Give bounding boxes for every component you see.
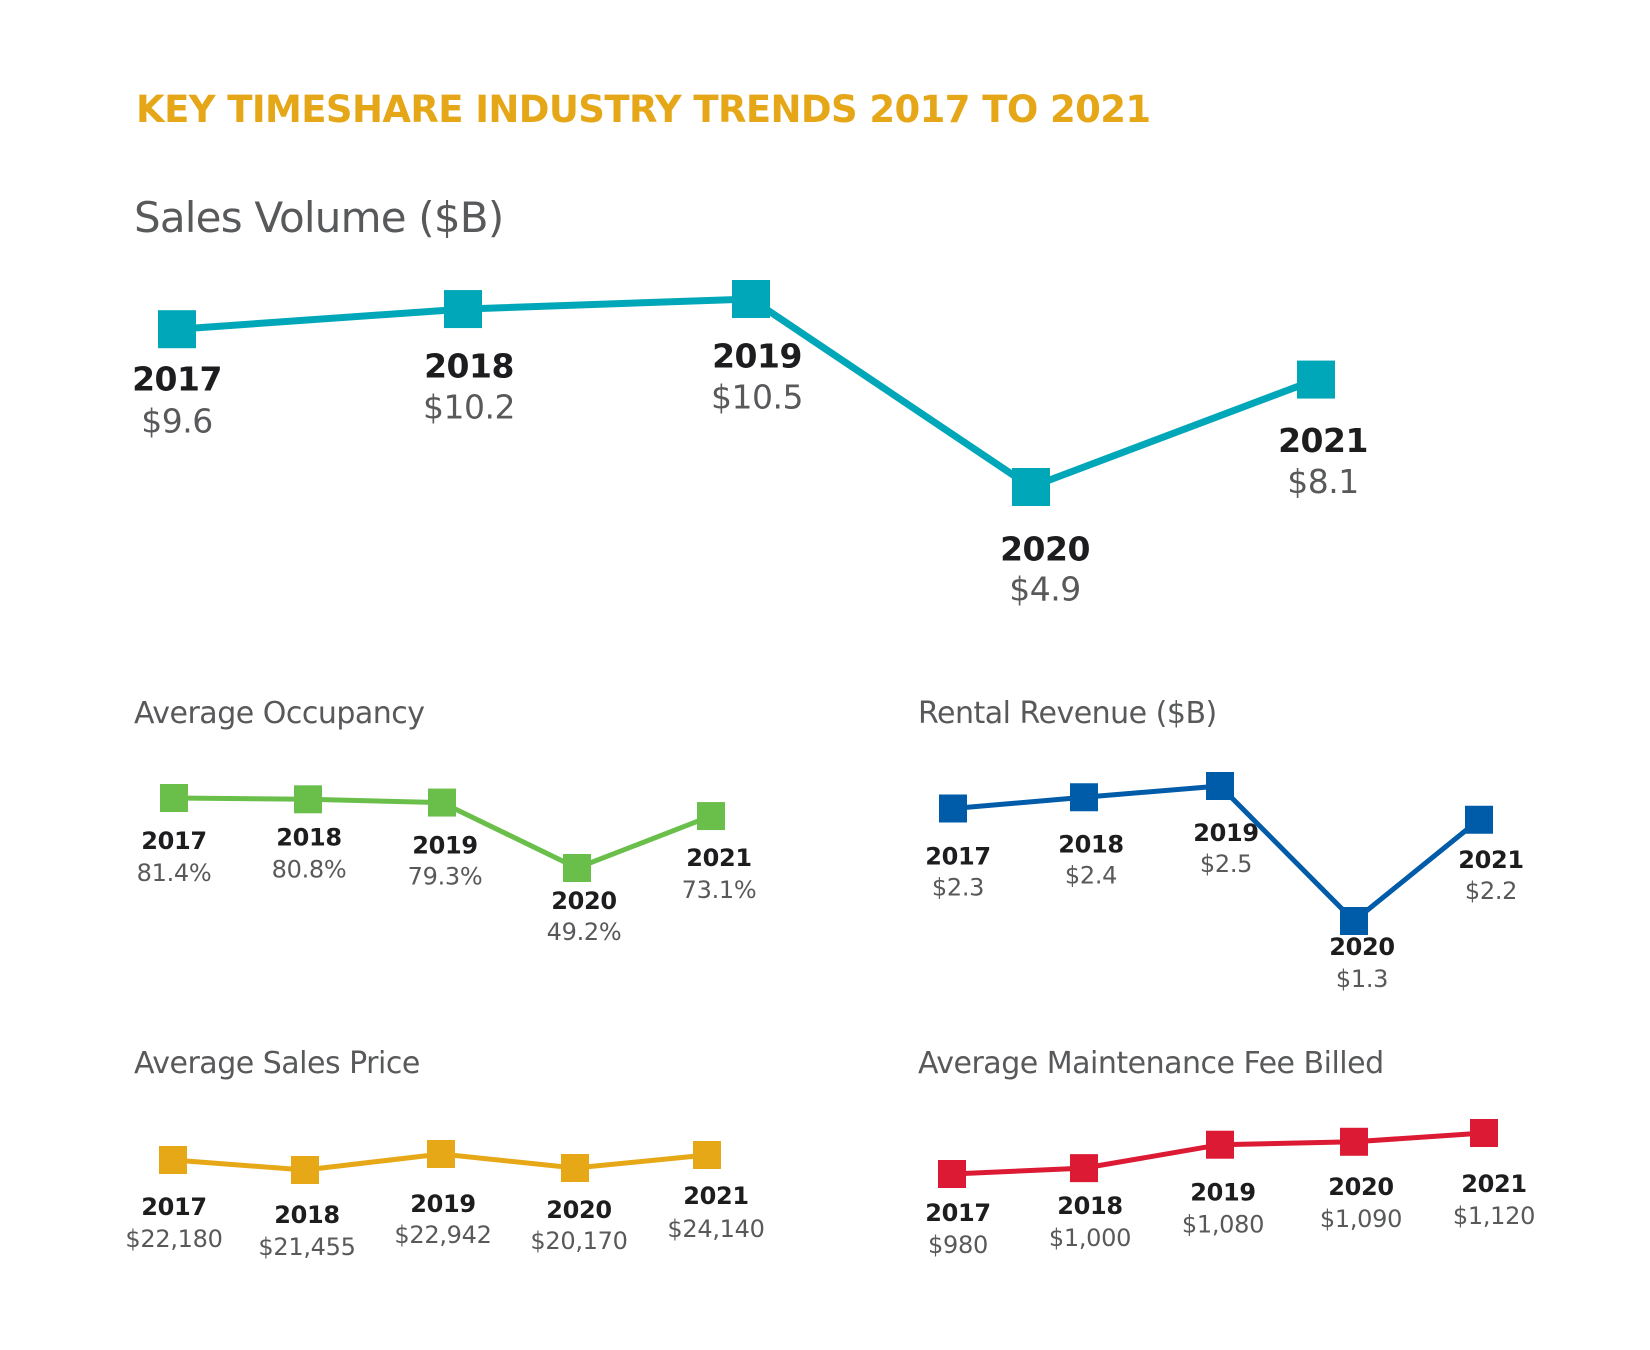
data-value-label: $9.6	[141, 402, 212, 441]
category-label: 2017	[925, 1199, 991, 1227]
data-point-marker	[1297, 360, 1335, 399]
category-label: 2020	[546, 1196, 612, 1224]
category-label: 2019	[1190, 1179, 1256, 1207]
data-point-marker	[693, 1141, 721, 1169]
category-label: 2020	[1328, 1173, 1394, 1201]
data-point-marker	[160, 784, 188, 812]
data-value-label: $21,455	[258, 1233, 355, 1261]
category-label: 2020	[1329, 933, 1395, 961]
data-value-label: 79.3%	[408, 863, 483, 891]
data-value-label: $1.3	[1336, 965, 1388, 993]
data-point-marker	[1012, 468, 1050, 506]
data-point-marker	[428, 788, 456, 817]
category-label: 2019	[1193, 819, 1259, 847]
data-value-label: $1,090	[1320, 1205, 1402, 1233]
average-maintenance-fee-chart: 2017 $980 2018 $1,000 2019 $1,080 2020 $1,090 20…	[925, 1119, 1535, 1259]
category-label: 2020	[551, 887, 617, 915]
data-point-marker	[427, 1140, 455, 1168]
category-label: 2021	[686, 844, 752, 872]
data-point-marker	[1070, 1154, 1098, 1183]
average-maintenance-fee-title: Average Maintenance Fee Billed	[918, 1046, 1384, 1081]
data-point-marker	[938, 1160, 966, 1188]
sales-volume-title: Sales Volume ($B)	[134, 193, 504, 242]
average-sales-price-chart: 2017 $22,180 2018 $21,455 2019 $22,942 2020 $20…	[125, 1140, 765, 1261]
average-occupancy-chart: 2017 81.4% 2018 80.8% 2019 79.3% 2020 49.2% 2021…	[137, 784, 757, 946]
data-point-marker	[563, 854, 591, 882]
data-value-label: 80.8%	[272, 855, 347, 883]
category-label: 2020	[1000, 530, 1090, 569]
category-label: 2021	[1458, 846, 1524, 874]
sales-volume-chart: 2017$9.6 2018$10.2 2019$10.5 2020$4.9 2021$8…	[132, 280, 1368, 609]
data-value-label: 81.4%	[137, 859, 212, 887]
data-value-label: 73.1%	[682, 876, 757, 904]
data-point-marker	[159, 1146, 187, 1174]
data-value-label: $2.3	[932, 874, 984, 902]
data-point-marker	[158, 310, 196, 349]
category-label: 2019	[410, 1190, 476, 1218]
data-value-label: 49.2%	[547, 918, 622, 946]
data-point-marker	[939, 794, 967, 823]
rental-revenue-chart: 2017 $2.3 2018 $2.4 2019 $2.5 2020 $1.3 2021 $2.2	[925, 772, 1524, 993]
data-point-marker	[1340, 907, 1368, 935]
category-label: 2018	[1058, 830, 1124, 858]
category-label: 2021	[683, 1182, 749, 1210]
category-label: 2017	[925, 843, 991, 871]
data-point-marker	[1470, 1119, 1498, 1147]
category-label: 2017	[141, 827, 207, 855]
data-point-marker	[1340, 1127, 1368, 1156]
data-point-marker	[732, 280, 770, 318]
category-label: 2018	[274, 1201, 340, 1229]
data-value-label: $10.2	[423, 388, 515, 427]
data-value-label: $1,000	[1049, 1224, 1131, 1252]
category-label: 2017	[141, 1193, 207, 1221]
category-label: 2021	[1278, 421, 1368, 460]
data-point-marker	[1465, 805, 1493, 834]
data-point-marker	[561, 1154, 589, 1182]
data-value-label: $4.9	[1009, 570, 1080, 609]
data-value-label: $22,180	[125, 1225, 222, 1253]
data-value-label: $1,120	[1453, 1202, 1535, 1230]
category-label: 2017	[132, 360, 222, 399]
data-value-label: $22,942	[394, 1221, 491, 1249]
data-value-label: $24,140	[667, 1215, 764, 1243]
data-point-marker	[697, 802, 725, 831]
category-label: 2021	[1461, 1170, 1527, 1198]
data-value-label: $980	[928, 1231, 988, 1259]
data-value-label: $20,170	[530, 1227, 627, 1255]
data-value-label: $2.4	[1065, 861, 1117, 889]
average-sales-price-title: Average Sales Price	[134, 1046, 420, 1081]
average-occupancy-title: Average Occupancy	[134, 696, 425, 731]
category-label: 2018	[424, 347, 514, 386]
data-value-label: $10.5	[711, 378, 803, 417]
category-label: 2018	[1057, 1192, 1123, 1220]
data-point-marker	[444, 290, 482, 329]
category-label: 2018	[276, 823, 342, 851]
category-label: 2019	[412, 832, 478, 860]
data-point-marker	[1070, 783, 1098, 812]
page-title: KEY TIMESHARE INDUSTRY TRENDS 2017 TO 20…	[136, 88, 1151, 131]
data-value-label: $2.5	[1200, 850, 1252, 878]
data-point-marker	[1206, 1130, 1234, 1159]
data-point-marker	[291, 1156, 319, 1184]
data-value-label: $8.1	[1287, 462, 1358, 501]
rental-revenue-title: Rental Revenue ($B)	[918, 696, 1217, 731]
data-point-marker	[1206, 772, 1234, 800]
data-value-label: $1,080	[1182, 1211, 1264, 1239]
data-point-marker	[294, 785, 322, 814]
category-label: 2019	[712, 337, 802, 376]
data-value-label: $2.2	[1465, 877, 1517, 905]
